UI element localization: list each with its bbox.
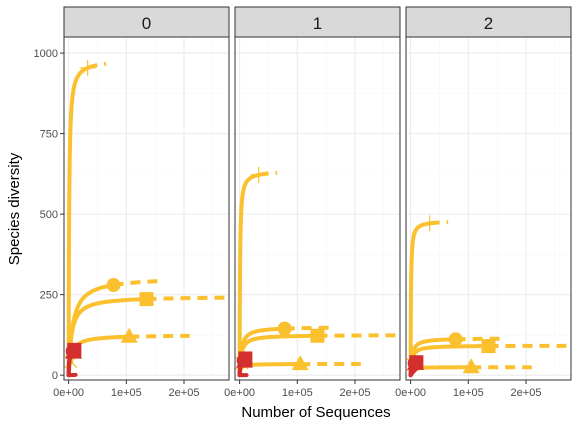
panel-border bbox=[63, 36, 230, 381]
x-tick-label: 0e+00 bbox=[224, 387, 255, 399]
x-axis-title: Number of Sequences bbox=[241, 404, 390, 421]
endpoint-circle bbox=[106, 278, 121, 293]
rarefaction-line bbox=[408, 221, 432, 378]
facet-panel-1: 1 0e+00 1e+05 2e+05 bbox=[224, 6, 401, 399]
endpoint-circle bbox=[407, 356, 422, 371]
y-tick-label: 750 bbox=[40, 129, 58, 141]
endpoint-triangle bbox=[462, 358, 480, 374]
y-tick-label: 500 bbox=[40, 209, 58, 221]
plot-background bbox=[406, 37, 571, 380]
y-tick-label: 1000 bbox=[34, 48, 58, 60]
endpoint-circle bbox=[65, 344, 80, 359]
extrapolation-line bbox=[284, 325, 330, 331]
x-tick-label: 2e+05 bbox=[340, 387, 371, 399]
endpoint-circle bbox=[277, 321, 292, 336]
endpoint-circle bbox=[236, 353, 251, 368]
series-8 bbox=[236, 353, 251, 378]
plot-background bbox=[64, 37, 229, 380]
x-tick-label: 2e+05 bbox=[169, 387, 200, 399]
endpoint-triangle bbox=[291, 355, 309, 371]
facet-panel-0: 0 0e+00 1e+05 2e+05 bbox=[53, 6, 230, 399]
x-tick-label: 0e+00 bbox=[53, 387, 84, 399]
series-0 bbox=[66, 59, 107, 378]
y-tick-label: 0 bbox=[52, 370, 58, 382]
x-tick-label: 0e+00 bbox=[395, 387, 426, 399]
rarefaction-line bbox=[66, 65, 90, 378]
panel-border bbox=[405, 36, 572, 381]
y-axis: 0 250 500 750 1000 bbox=[34, 48, 64, 382]
series-8 bbox=[65, 344, 80, 378]
series-8 bbox=[407, 356, 422, 378]
endpoint-circle bbox=[448, 332, 463, 347]
facet-strip bbox=[234, 6, 401, 38]
extrapolation-line bbox=[146, 295, 225, 302]
panel-border bbox=[234, 36, 401, 381]
extrapolation-line bbox=[86, 61, 107, 70]
facet-strip bbox=[405, 6, 572, 38]
y-axis-title: Species diversity bbox=[6, 152, 23, 265]
y-tick-label: 250 bbox=[40, 290, 58, 302]
endpoint-square bbox=[139, 292, 154, 307]
plot-background bbox=[235, 37, 400, 380]
x-tick-label: 2e+05 bbox=[511, 387, 542, 399]
series-0 bbox=[408, 215, 449, 378]
facet-strip bbox=[63, 6, 230, 38]
rarefaction-line bbox=[237, 172, 261, 378]
facet-label: 1 bbox=[313, 14, 322, 33]
x-tick-label: 1e+05 bbox=[111, 387, 142, 399]
facet-panel-2: 2 0e+00 1e+05 2e+05 bbox=[395, 6, 572, 399]
facet-panels: 0 0e+00 1e+05 2e+05 1 0e+00 1e+05 2e+05 2 0e+00 1e… bbox=[53, 6, 572, 399]
x-tick-label: 1e+05 bbox=[453, 387, 484, 399]
facet-label: 2 bbox=[484, 14, 493, 33]
extrapolation-line bbox=[113, 279, 159, 288]
endpoint-triangle bbox=[120, 327, 138, 343]
facet-label: 0 bbox=[142, 14, 151, 33]
series-0 bbox=[237, 166, 278, 378]
extrapolation-line bbox=[455, 336, 501, 342]
endpoint-square bbox=[481, 339, 496, 354]
endpoint-square bbox=[310, 328, 325, 343]
x-tick-label: 1e+05 bbox=[282, 387, 313, 399]
